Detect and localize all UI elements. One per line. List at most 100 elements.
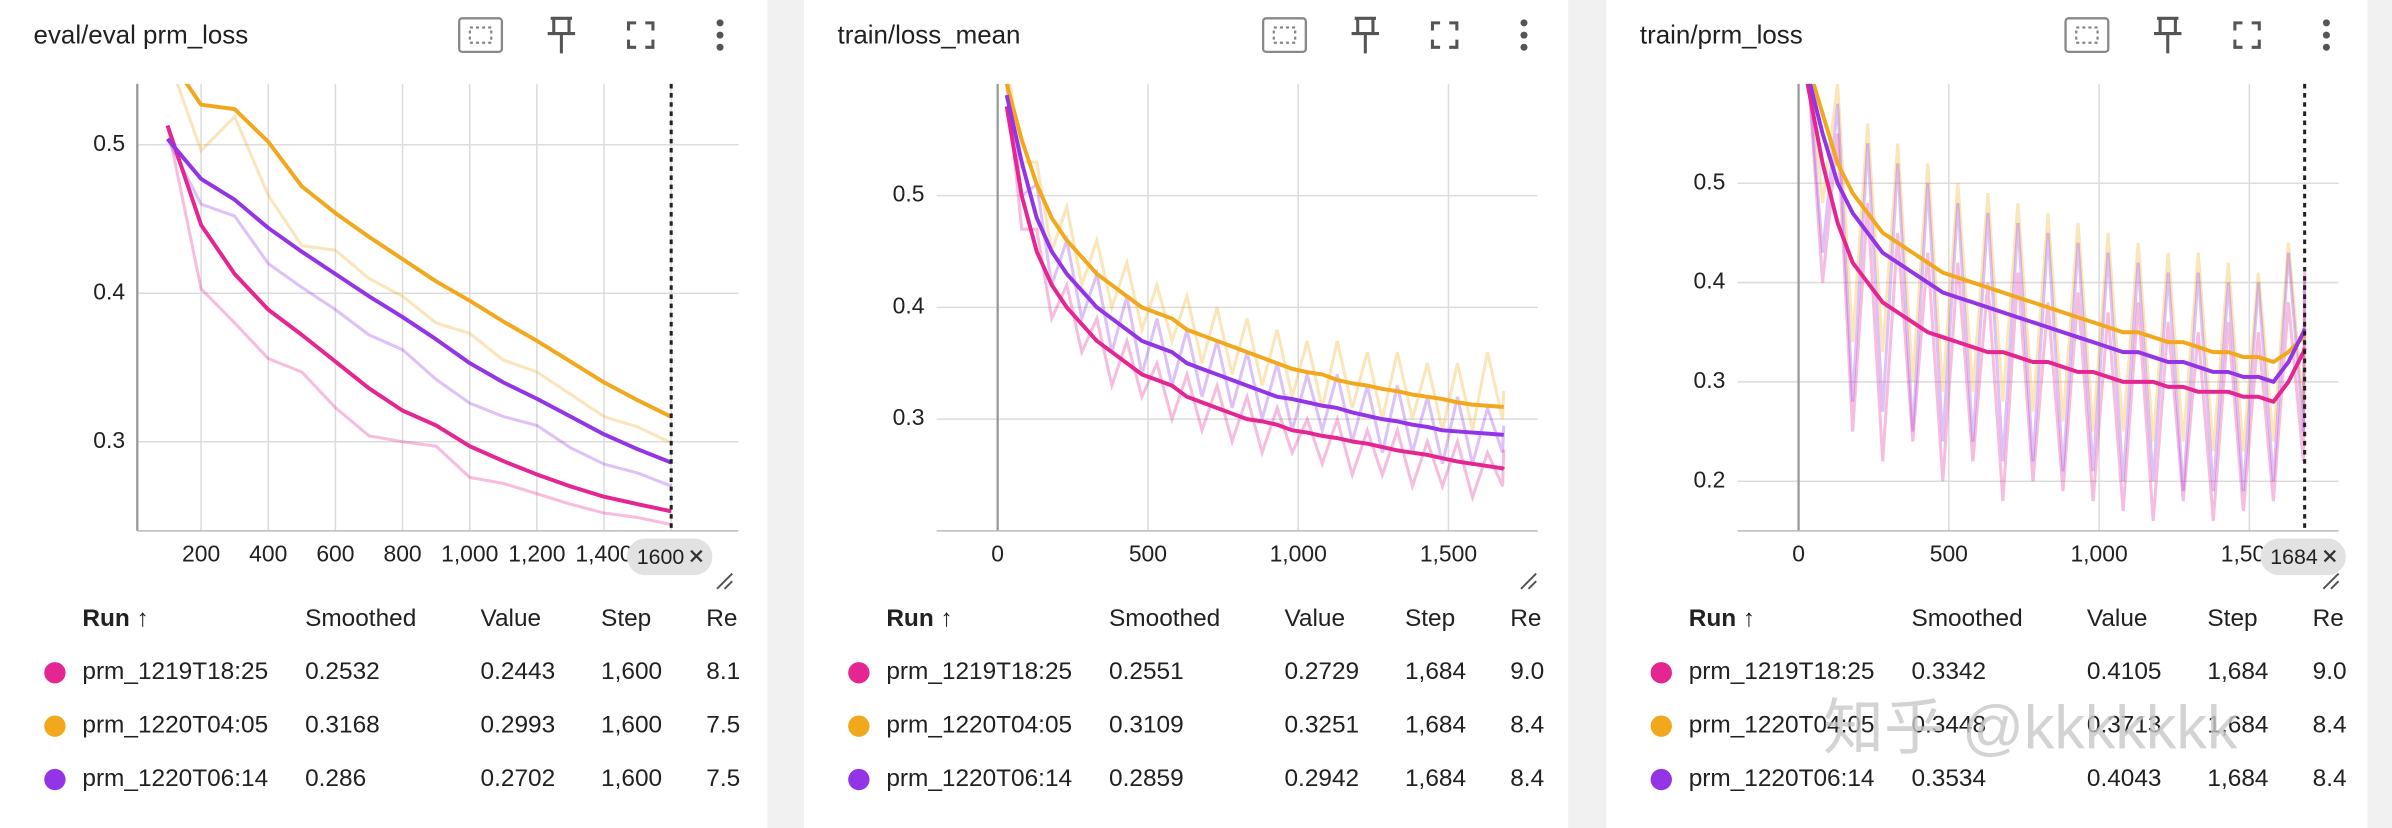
chart-title: train/prm_loss [1640, 21, 1803, 49]
cursor-label: 1684 [2270, 545, 2318, 569]
icon [2064, 17, 2110, 54]
plot-area [1004, 83, 1506, 503]
run-color-dot [44, 715, 66, 737]
card: eval/eval prm_loss 0.3 0.4 0.5 200 400 600 800 1… [0, 0, 768, 828]
y-tick-label: 0.3 [893, 404, 925, 430]
table-cell: prm_1220T04:05 [82, 712, 268, 739]
smoothed-line [1004, 83, 1505, 409]
table-cell: 9.0 [1510, 658, 1544, 685]
table-cell: prm_1220T04:05 [886, 712, 1072, 739]
pin-button[interactable] [547, 16, 576, 54]
raw-line [1006, 83, 1506, 465]
y-tick-label: 0.3 [93, 427, 125, 453]
card: train/prm_loss 0.2 0.3 0.4 0.5 0 500 1,000 1,500… [1606, 0, 2368, 828]
table-cell: 0.3534 [1911, 765, 1986, 792]
table-cell: 8.4 [1510, 712, 1544, 739]
column-header: Step [1405, 605, 1455, 632]
fit-domain-button[interactable] [458, 17, 504, 54]
icon [2075, 26, 2099, 44]
column-header: Re [2313, 605, 2344, 632]
icon [1272, 26, 1297, 44]
icon [716, 43, 724, 51]
icon [716, 31, 724, 39]
pin-button[interactable] [1351, 16, 1380, 54]
raw-line [166, 138, 672, 488]
table-cell: prm_1220T06:14 [82, 765, 268, 792]
fit-domain-button[interactable] [1261, 17, 1307, 54]
icon [547, 16, 576, 54]
run-color-dot [1650, 662, 1672, 684]
fullscreen-button[interactable] [1430, 21, 1459, 49]
y-tick-label: 0.3 [1694, 367, 1726, 393]
cursor-close[interactable] [2323, 549, 2336, 563]
table-cell: 0.286 [305, 765, 366, 792]
table-cell: 0.3168 [305, 712, 380, 739]
icon [2154, 16, 2182, 54]
menu-button[interactable] [2322, 19, 2330, 51]
plot-area [165, 83, 673, 526]
fit-domain-button[interactable] [2064, 17, 2110, 54]
icon [716, 19, 724, 27]
smoothed-line [165, 137, 672, 465]
table-cell: 0.2702 [481, 765, 556, 792]
column-header: Run ↑ [82, 605, 148, 632]
fullscreen-button[interactable] [626, 21, 655, 49]
resize-handle [2322, 572, 2340, 590]
card: train/loss_mean 0.3 0.4 0.5 0 500 1,000 1,500 Ru… [803, 0, 1569, 828]
resize-handle [716, 572, 733, 590]
plot-area [1805, 83, 2307, 522]
x-tick-label: 200 [182, 540, 220, 566]
menu-button[interactable] [1520, 19, 1528, 51]
icon [1261, 17, 1307, 54]
icon [1520, 19, 1528, 27]
x-tick-label: 500 [1129, 540, 1167, 566]
x-tick-label: 0 [1792, 540, 1805, 566]
resize-handle [1520, 572, 1537, 590]
table-cell: 8.4 [2313, 765, 2347, 792]
column-header: Re [1510, 605, 1541, 632]
table-cell: 1,684 [2207, 765, 2268, 792]
table-cell: 8.4 [1510, 765, 1544, 792]
y-tick-label: 0.5 [893, 181, 925, 207]
pin-button[interactable] [2154, 16, 2182, 54]
table-cell: 1,684 [1405, 712, 1466, 739]
icon [1520, 43, 1528, 51]
raw-line [1008, 83, 1506, 431]
card-svg: eval/eval prm_loss 0.3 0.4 0.5 200 400 600 800 1… [34, 16, 740, 792]
cursor-close[interactable] [690, 549, 703, 563]
chart-title: eval/eval prm_loss [34, 21, 249, 49]
table-cell: 7.5 [706, 712, 740, 739]
table-cell: 0.2859 [1109, 765, 1184, 792]
run-color-dot [848, 768, 870, 791]
column-header: Run ↑ [886, 605, 952, 632]
x-tick-label: 400 [249, 540, 287, 566]
y-tick-label: 0.4 [893, 292, 925, 318]
y-tick-label: 0.4 [1694, 268, 1726, 294]
smoothed-line [1808, 83, 2307, 384]
table-cell: 0.4105 [2087, 658, 2162, 685]
menu-button[interactable] [716, 19, 724, 51]
x-tick-label: 1,000 [2070, 540, 2127, 566]
fullscreen-button[interactable] [2233, 21, 2261, 49]
run-color-dot [44, 662, 66, 684]
smoothed-line [165, 124, 672, 514]
table-cell: 7.5 [706, 765, 740, 792]
table-cell: prm_1219T18:25 [886, 658, 1072, 685]
table-cell: 1,684 [2207, 658, 2268, 685]
table-cell: 0.3448 [1911, 712, 1986, 739]
x-tick-label: 0 [991, 540, 1004, 566]
icon [1520, 31, 1528, 39]
raw-line [175, 83, 672, 445]
table-cell: 8.1 [706, 658, 740, 685]
table-cell: 0.2443 [481, 658, 556, 685]
icon [1351, 16, 1380, 54]
watermark: 知乎 @kkkkkkk [1823, 693, 2238, 761]
x-tick-label: 1,400 [575, 540, 632, 566]
table-cell: 0.2551 [1109, 658, 1184, 685]
run-color-dot [848, 662, 870, 684]
smoothed-line [1004, 105, 1506, 471]
column-header: Step [601, 605, 651, 632]
